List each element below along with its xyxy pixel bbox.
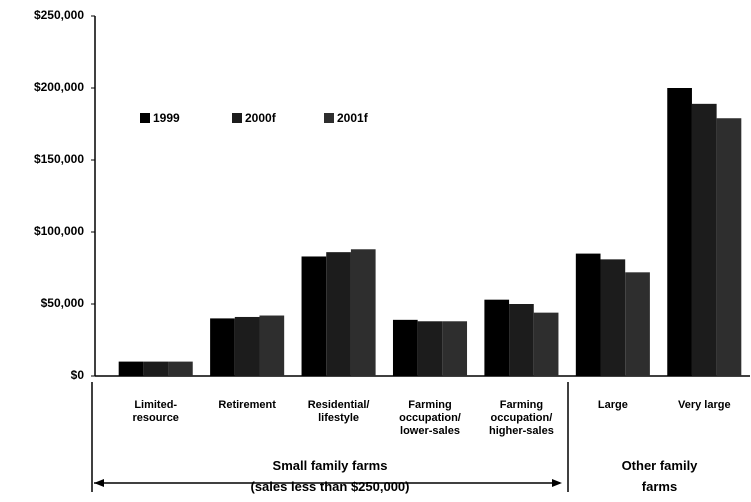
- legend-swatch: [232, 113, 242, 123]
- bar: [392, 319, 418, 376]
- x-tick-label: Very large: [677, 399, 731, 411]
- legend-label: 2001f: [337, 111, 369, 125]
- legend-swatch: [324, 113, 334, 123]
- legend-label: 2000f: [245, 111, 277, 125]
- y-tick-label: $0: [71, 368, 85, 382]
- bar: [716, 118, 742, 377]
- y-tick-label: $150,000: [34, 152, 84, 166]
- bar: [667, 88, 692, 376]
- bar: [533, 312, 559, 376]
- x-tick-label: Retirement: [218, 399, 276, 411]
- y-tick-label: $200,000: [34, 80, 84, 94]
- group-label: Small family farms (sales less than $250…: [250, 458, 410, 494]
- y-tick-label: $100,000: [34, 224, 84, 238]
- x-tick-label: Farming occupation/ lower-sales: [399, 399, 461, 437]
- x-tick-label: Limited- resource: [132, 399, 179, 424]
- y-tick-label: $250,000: [34, 8, 84, 22]
- bar: [509, 304, 534, 376]
- x-tick-label: Large: [597, 399, 628, 411]
- bar: [143, 361, 169, 376]
- x-tick-label: Residential/ lifestyle: [307, 399, 370, 424]
- bar: [484, 299, 510, 376]
- bar: [417, 321, 443, 376]
- bar: [118, 361, 144, 376]
- bar: [625, 272, 650, 376]
- bar: [168, 361, 193, 376]
- bar: [326, 252, 351, 376]
- legend-label: 1999: [153, 111, 180, 125]
- x-tick-label: Farming occupation/ higher-sales: [489, 399, 554, 437]
- bar: [259, 315, 285, 376]
- bar: [600, 259, 626, 376]
- group-label: Other family farms: [621, 458, 698, 494]
- bar: [442, 321, 468, 376]
- bar: [210, 318, 235, 376]
- bar: [234, 316, 260, 376]
- legend-swatch: [140, 113, 150, 123]
- bar: [691, 103, 717, 376]
- y-tick-label: $50,000: [41, 296, 85, 310]
- bar: [350, 249, 376, 376]
- bar: [301, 256, 327, 376]
- bar: [575, 253, 601, 376]
